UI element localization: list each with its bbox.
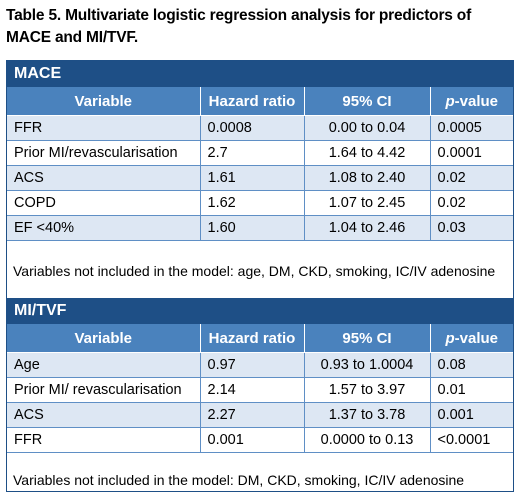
cell-variable: Age [7, 352, 201, 378]
cell-variable: ACS [7, 165, 201, 191]
col-header-ci: 95% CI [304, 87, 431, 116]
cell-ci: 0.00 to 0.04 [304, 115, 431, 141]
table-row: Prior MI/ revascularisation 2.14 1.57 to 3… [7, 377, 513, 403]
table-row: ACS 2.27 1.37 to 3.78 0.001 [7, 402, 513, 428]
cell-variable: FFR [7, 427, 201, 453]
col-header-hazard-ratio: Hazard ratio [200, 324, 305, 353]
cell-ci: 0.0000 to 0.13 [304, 427, 431, 453]
cell-p-value: 0.03 [430, 215, 513, 241]
cell-variable: FFR [7, 115, 201, 141]
mace-header-row: Variable Hazard ratio 95% CI p-value [7, 87, 513, 116]
regression-table-frame: MACE Variable Hazard ratio 95% CI p-valu… [6, 60, 514, 492]
col-header-variable: Variable [7, 87, 201, 116]
cell-hazard-ratio: 2.27 [200, 402, 305, 428]
table-row: Age 0.97 0.93 to 1.0004 0.08 [7, 352, 513, 378]
cell-p-value: 0.001 [430, 402, 513, 428]
cell-hazard-ratio: 0.0008 [200, 115, 305, 141]
cell-hazard-ratio: 1.62 [200, 190, 305, 216]
col-header-hazard-ratio: Hazard ratio [200, 87, 305, 116]
cell-p-value: 0.08 [430, 352, 513, 378]
mitvf-note: Variables not included in the model: DM,… [7, 469, 513, 491]
col-header-p-value: p-value [430, 324, 513, 353]
cell-hazard-ratio: 1.60 [200, 215, 305, 241]
cell-hazard-ratio: 2.7 [200, 140, 305, 166]
col-header-variable: Variable [7, 324, 201, 353]
cell-variable: EF <40% [7, 215, 201, 241]
cell-ci: 1.37 to 3.78 [304, 402, 431, 428]
cell-hazard-ratio: 0.97 [200, 352, 305, 378]
table-row: ACS 1.61 1.08 to 2.40 0.02 [7, 165, 513, 191]
col-header-p-value: p-value [430, 87, 513, 116]
cell-p-value: 0.02 [430, 190, 513, 216]
cell-hazard-ratio: 0.001 [200, 427, 305, 453]
table-row: COPD 1.62 1.07 to 2.45 0.02 [7, 190, 513, 216]
col-header-ci: 95% CI [304, 324, 431, 353]
table-caption: Table 5. Multivariate logistic regressio… [6, 7, 472, 46]
cell-variable: COPD [7, 190, 201, 216]
cell-variable: Prior MI/revascularisation [7, 140, 201, 166]
mitvf-table: Variable Hazard ratio 95% CI p-value Age… [7, 324, 513, 453]
table-row: Prior MI/revascularisation 2.7 1.64 to 4.4… [7, 140, 513, 166]
cell-p-value: 0.0001 [430, 140, 513, 166]
cell-ci: 1.04 to 2.46 [304, 215, 431, 241]
mitvf-header-row: Variable Hazard ratio 95% CI p-value [7, 324, 513, 353]
mace-note: Variables not included in the model: age… [7, 260, 513, 298]
cell-p-value: 0.02 [430, 165, 513, 191]
cell-ci: 1.57 to 3.97 [304, 377, 431, 403]
mitvf-section-title: MI/TVF [7, 298, 513, 324]
cell-ci: 1.64 to 4.42 [304, 140, 431, 166]
table-row: EF <40% 1.60 1.04 to 2.46 0.03 [7, 215, 513, 241]
cell-ci: 0.93 to 1.0004 [304, 352, 431, 378]
table-row: FFR 0.0008 0.00 to 0.04 0.0005 [7, 115, 513, 141]
mace-table: Variable Hazard ratio 95% CI p-value FFR… [7, 87, 513, 241]
cell-ci: 1.08 to 2.40 [304, 165, 431, 191]
cell-p-value: <0.0001 [430, 427, 513, 453]
cell-ci: 1.07 to 2.45 [304, 190, 431, 216]
cell-hazard-ratio: 2.14 [200, 377, 305, 403]
cell-hazard-ratio: 1.61 [200, 165, 305, 191]
cell-p-value: 0.01 [430, 377, 513, 403]
cell-variable: Prior MI/ revascularisation [7, 377, 201, 403]
cell-p-value: 0.0005 [430, 115, 513, 141]
cell-variable: ACS [7, 402, 201, 428]
table-row: FFR 0.001 0.0000 to 0.13 <0.0001 [7, 427, 513, 453]
mace-section-title: MACE [7, 61, 513, 87]
